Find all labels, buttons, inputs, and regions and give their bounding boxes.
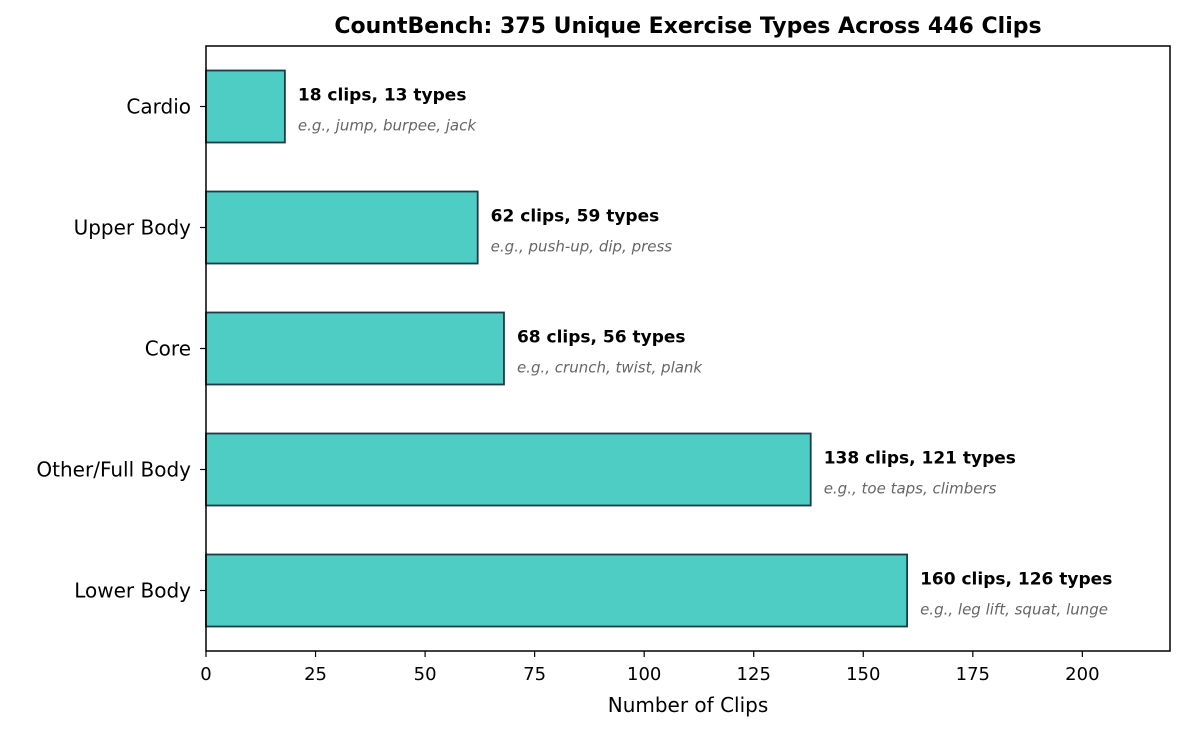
bar-value-label: 62 clips, 59 types xyxy=(491,207,660,227)
y-tick-label: Upper Body xyxy=(74,216,192,240)
bar-example-label: e.g., leg lift, squat, lunge xyxy=(920,601,1108,619)
x-tick-label: 50 xyxy=(414,664,437,685)
bars-group xyxy=(205,69,908,628)
bar-example-label: e.g., push-up, dip, press xyxy=(491,238,673,256)
x-axis-label: Number of Clips xyxy=(608,693,769,717)
y-tick-label: Other/Full Body xyxy=(36,458,191,482)
bar-lower-body xyxy=(205,553,908,628)
bar-example-label: e.g., crunch, twist, plank xyxy=(517,359,703,377)
bar-example-label: e.g., toe taps, climbers xyxy=(824,480,997,498)
bar-value-label: 18 clips, 13 types xyxy=(298,86,467,106)
bar-value-label: 68 clips, 56 types xyxy=(517,328,686,348)
chart-title: CountBench: 375 Unique Exercise Types Ac… xyxy=(334,14,1041,39)
x-tick-label: 75 xyxy=(523,664,546,685)
bar-other-full-body xyxy=(205,432,812,507)
plot-frame xyxy=(205,45,1171,652)
x-tick-label: 150 xyxy=(846,664,880,685)
x-tick-label: 0 xyxy=(200,664,211,685)
y-tick-label: Core xyxy=(145,337,191,361)
bar-core xyxy=(205,311,505,386)
x-tick-label: 100 xyxy=(627,664,661,685)
bar-labels-group: 18 clips, 13 types e.g., jump, burpee, ja… xyxy=(298,86,1112,619)
y-tick-label: Lower Body xyxy=(74,579,191,603)
x-tick-label: 200 xyxy=(1065,664,1099,685)
x-tick-label: 125 xyxy=(737,664,771,685)
bar-value-label: 160 clips, 126 types xyxy=(920,570,1112,590)
bar-cardio xyxy=(205,69,286,144)
x-axis: 0 25 50 75 100 125 150 175 200 xyxy=(200,651,1100,685)
y-tick-label: Cardio xyxy=(126,95,191,119)
bar-upper-body xyxy=(205,190,479,265)
y-axis: Cardio Upper Body Core Other/Full Body Lower… xyxy=(36,95,206,603)
bar-example-label: e.g., jump, burpee, jack xyxy=(298,117,477,135)
x-tick-label: 175 xyxy=(956,664,990,685)
bar-value-label: 138 clips, 121 types xyxy=(824,449,1016,469)
x-tick-label: 25 xyxy=(304,664,327,685)
